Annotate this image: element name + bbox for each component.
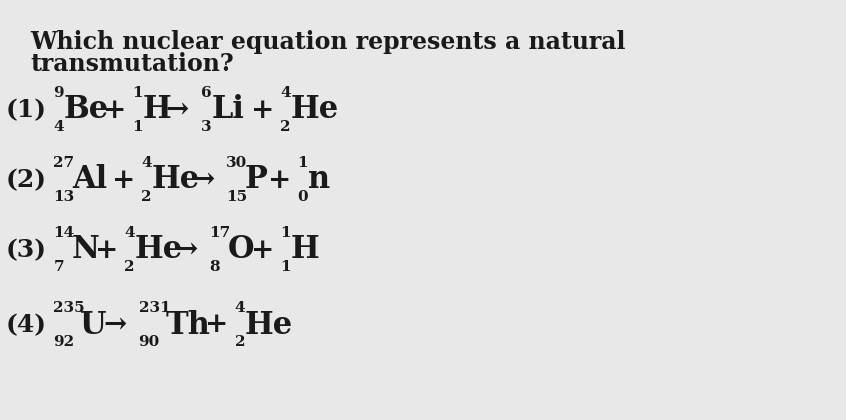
Text: 2: 2 <box>234 335 245 349</box>
Text: 235: 235 <box>53 301 85 315</box>
Text: He: He <box>291 94 339 126</box>
Text: →: → <box>174 236 197 263</box>
Text: Al: Al <box>72 165 107 195</box>
Text: +: + <box>112 166 135 194</box>
Text: 2: 2 <box>124 260 135 274</box>
Text: 231: 231 <box>139 301 170 315</box>
Text: Li: Li <box>212 94 244 126</box>
Text: (2): (2) <box>6 168 47 192</box>
Text: +: + <box>251 97 274 123</box>
Text: 92: 92 <box>53 335 74 349</box>
Text: 7: 7 <box>53 260 64 274</box>
Text: 13: 13 <box>53 190 74 204</box>
Text: (4): (4) <box>6 313 47 337</box>
Text: 2: 2 <box>141 190 151 204</box>
Text: 8: 8 <box>210 260 220 274</box>
Text: (1): (1) <box>6 98 47 122</box>
Text: 1: 1 <box>133 86 143 100</box>
Text: +: + <box>268 166 291 194</box>
Text: 4: 4 <box>53 120 64 134</box>
Text: 4: 4 <box>280 86 291 100</box>
Text: P: P <box>245 165 268 195</box>
Text: N: N <box>72 234 100 265</box>
Text: 2: 2 <box>280 120 291 134</box>
Text: Th: Th <box>166 310 211 341</box>
Text: H: H <box>143 94 172 126</box>
Text: 9: 9 <box>53 86 64 100</box>
Text: H: H <box>291 234 320 265</box>
Text: Which nuclear equation represents a natural: Which nuclear equation represents a natu… <box>30 30 625 54</box>
Text: n: n <box>308 165 330 195</box>
Text: +: + <box>103 97 127 123</box>
Text: O: O <box>228 234 255 265</box>
Text: 1: 1 <box>297 156 308 170</box>
Text: 4: 4 <box>234 301 245 315</box>
Text: →: → <box>191 166 214 194</box>
Text: 6: 6 <box>201 86 212 100</box>
Text: (3): (3) <box>6 238 47 262</box>
Text: 0: 0 <box>297 190 308 204</box>
Text: 1: 1 <box>280 260 291 274</box>
Text: 17: 17 <box>210 226 231 240</box>
Text: 1: 1 <box>280 226 291 240</box>
Text: 14: 14 <box>53 226 74 240</box>
Text: 4: 4 <box>141 156 151 170</box>
Text: 30: 30 <box>226 156 248 170</box>
Text: He: He <box>245 310 294 341</box>
Text: →: → <box>166 97 189 123</box>
Text: He: He <box>151 165 200 195</box>
Text: 4: 4 <box>124 226 135 240</box>
Text: →: → <box>103 312 127 339</box>
Text: 15: 15 <box>226 190 247 204</box>
Text: +: + <box>251 236 274 263</box>
Text: +: + <box>95 236 118 263</box>
Text: 3: 3 <box>201 120 212 134</box>
Text: 27: 27 <box>53 156 74 170</box>
Text: 1: 1 <box>133 120 143 134</box>
Text: +: + <box>206 312 228 339</box>
Text: 90: 90 <box>139 335 160 349</box>
Text: Be: Be <box>63 94 109 126</box>
Text: transmutation?: transmutation? <box>30 52 233 76</box>
Text: U: U <box>80 310 107 341</box>
Text: He: He <box>135 234 183 265</box>
